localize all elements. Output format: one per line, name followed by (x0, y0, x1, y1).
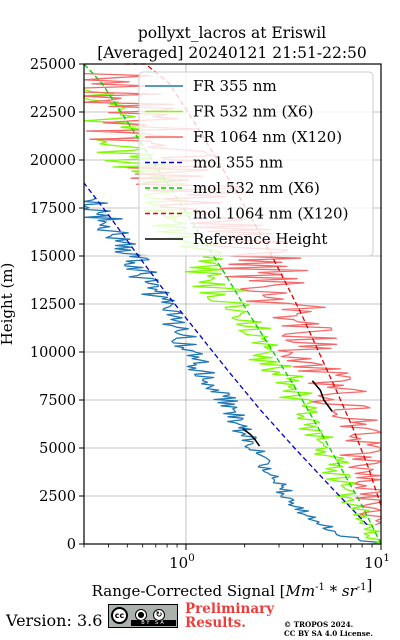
series-mol-355-nm (83, 182, 368, 526)
y-tick-label: 2500 (39, 489, 76, 505)
copyright-line1: © TROPOS 2024. (284, 620, 354, 629)
copyright-line2: CC BY SA 4.0 License. (284, 629, 373, 638)
legend: FR 355 nm FR 532 nm (X6) FR 1064 nm (X120)… (138, 71, 374, 257)
y-tick-label: 22500 (30, 105, 76, 121)
legend-entry: FR 1064 nm (X120) (193, 128, 342, 146)
cc-icon: cc (111, 607, 128, 624)
series-reference-height (242, 380, 333, 447)
preliminary-notice: Preliminary Results. (185, 602, 274, 630)
chart-title-line1: pollyxt_lacros at Eriswil (138, 24, 326, 42)
legend-entry: mol 1064 nm (X120) (193, 205, 348, 223)
y-tick-label: 10000 (30, 345, 76, 361)
x-tick-label: 100 (169, 552, 195, 572)
legend-entry: FR 532 nm (X6) (193, 103, 313, 121)
y-tick-label: 20000 (30, 153, 76, 169)
legend-entry: mol 355 nm (193, 154, 283, 172)
y-tick-label: 7500 (39, 393, 76, 409)
y-tick-label: 15000 (30, 249, 76, 265)
chart-title-line2: [Averaged] 20240121 21:51-22:50 (97, 44, 367, 62)
series-fr-532-nm-x6 (83, 83, 382, 545)
cc-license-badge[interactable]: cc ● ↻ BY SA (108, 604, 178, 628)
y-tick-label: 0 (67, 537, 76, 553)
legend-entry: Reference Height (193, 230, 327, 248)
preliminary-line2: Results. (185, 615, 246, 631)
legend-entry: mol 532 nm (X6) (193, 179, 320, 197)
lidar-profile-chart: pollyxt_lacros at Eriswil [Averaged] 202… (0, 24, 390, 600)
y-axis-label: Height (m) (0, 263, 16, 346)
y-tick-label: 25000 (30, 57, 76, 73)
axes: 0 2500 5000 7500 10000 12500 15000 17500 20000 22… (30, 57, 390, 572)
y-tick-label: 17500 (30, 201, 76, 217)
cc-strip-label: BY SA (131, 620, 176, 626)
series-fr-355-nm (83, 197, 382, 545)
x-axis-label: Range-Corrected Signal [Mm-1 * sr-1] (92, 576, 373, 600)
y-tick-label: 5000 (39, 441, 76, 457)
copyright-notice: © TROPOS 2024. CC BY SA 4.0 License. (284, 620, 373, 638)
x-tick-label: 101 (364, 552, 390, 572)
legend-box (138, 71, 374, 257)
preliminary-line1: Preliminary (185, 601, 275, 617)
legend-entry: FR 355 nm (193, 77, 277, 95)
share-alike-icon: ↻ (153, 609, 165, 621)
series-mol-532-nm-x6 (83, 63, 382, 545)
y-tick-label: 12500 (30, 297, 76, 313)
version-label: Version: 3.6 (6, 611, 103, 630)
